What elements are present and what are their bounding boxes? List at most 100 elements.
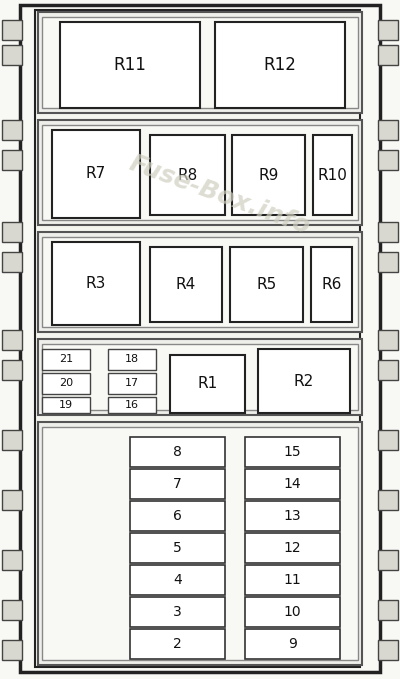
Text: 10: 10 (284, 605, 301, 619)
Bar (42, 373, 90, 394)
Text: 6: 6 (173, 509, 182, 523)
Bar (130, 597, 225, 627)
Bar (2, 150, 22, 170)
Text: 20: 20 (59, 378, 73, 388)
Bar (378, 45, 398, 65)
Text: 3: 3 (173, 605, 182, 619)
Text: 8: 8 (173, 445, 182, 459)
Bar (378, 252, 398, 272)
Bar (170, 355, 245, 413)
Bar (60, 22, 200, 108)
Bar (245, 597, 340, 627)
Bar (150, 135, 225, 215)
Bar (378, 490, 398, 510)
Bar (130, 629, 225, 659)
Bar (130, 469, 225, 499)
Bar (130, 565, 225, 595)
Bar (378, 360, 398, 380)
Bar (2, 20, 22, 40)
Bar (2, 640, 22, 660)
Text: R4: R4 (176, 277, 196, 292)
Bar (52, 130, 140, 218)
Text: R12: R12 (264, 56, 296, 74)
Text: 11: 11 (284, 573, 301, 587)
Bar (38, 339, 362, 415)
Bar (378, 222, 398, 242)
Text: R7: R7 (86, 166, 106, 181)
Bar (378, 150, 398, 170)
Text: R2: R2 (294, 373, 314, 388)
Bar (38, 120, 362, 225)
Bar (108, 373, 156, 394)
Bar (2, 550, 22, 570)
Bar (42, 17, 358, 108)
Text: 2: 2 (173, 637, 182, 651)
Bar (42, 125, 358, 220)
Text: 13: 13 (284, 509, 301, 523)
Bar (378, 600, 398, 620)
Bar (2, 45, 22, 65)
Text: R5: R5 (256, 277, 277, 292)
Bar (38, 232, 362, 332)
Bar (245, 437, 340, 467)
Text: 14: 14 (284, 477, 301, 491)
Bar (52, 242, 140, 325)
Text: 16: 16 (125, 400, 139, 410)
Text: R8: R8 (177, 168, 198, 183)
Text: 15: 15 (284, 445, 301, 459)
Text: R6: R6 (321, 277, 342, 292)
Text: 18: 18 (125, 354, 139, 365)
Bar (35, 10, 360, 667)
Bar (2, 430, 22, 450)
Bar (378, 20, 398, 40)
Text: R1: R1 (197, 376, 218, 392)
Bar (130, 437, 225, 467)
Bar (245, 501, 340, 531)
Text: 12: 12 (284, 541, 301, 555)
Bar (245, 629, 340, 659)
Bar (108, 397, 156, 413)
Bar (215, 22, 345, 108)
Bar (42, 397, 90, 413)
Text: R11: R11 (114, 56, 146, 74)
Bar (378, 120, 398, 140)
Text: 7: 7 (173, 477, 182, 491)
Bar (42, 344, 358, 410)
Text: 9: 9 (288, 637, 297, 651)
Text: 4: 4 (173, 573, 182, 587)
Bar (378, 640, 398, 660)
Text: Fuse-Box.info: Fuse-Box.info (126, 151, 314, 239)
Bar (245, 533, 340, 563)
Bar (378, 550, 398, 570)
Bar (258, 349, 350, 413)
Bar (42, 237, 358, 327)
Bar (2, 600, 22, 620)
Bar (130, 533, 225, 563)
Bar (313, 135, 352, 215)
Bar (232, 135, 305, 215)
Bar (150, 247, 222, 322)
Bar (2, 490, 22, 510)
Bar (230, 247, 303, 322)
Text: 19: 19 (59, 400, 73, 410)
Text: 17: 17 (125, 378, 139, 388)
Bar (38, 422, 362, 665)
Text: 21: 21 (59, 354, 73, 365)
Bar (378, 430, 398, 450)
Bar (2, 330, 22, 350)
Bar (108, 349, 156, 370)
Text: R3: R3 (86, 276, 106, 291)
Bar (245, 565, 340, 595)
Bar (38, 12, 362, 113)
Bar (2, 222, 22, 242)
Bar (130, 501, 225, 531)
Text: R10: R10 (318, 168, 348, 183)
Bar (2, 360, 22, 380)
Bar (311, 247, 352, 322)
Bar (42, 427, 358, 660)
Bar (2, 120, 22, 140)
Text: 5: 5 (173, 541, 182, 555)
Text: R9: R9 (258, 168, 279, 183)
Bar (42, 349, 90, 370)
Bar (2, 252, 22, 272)
